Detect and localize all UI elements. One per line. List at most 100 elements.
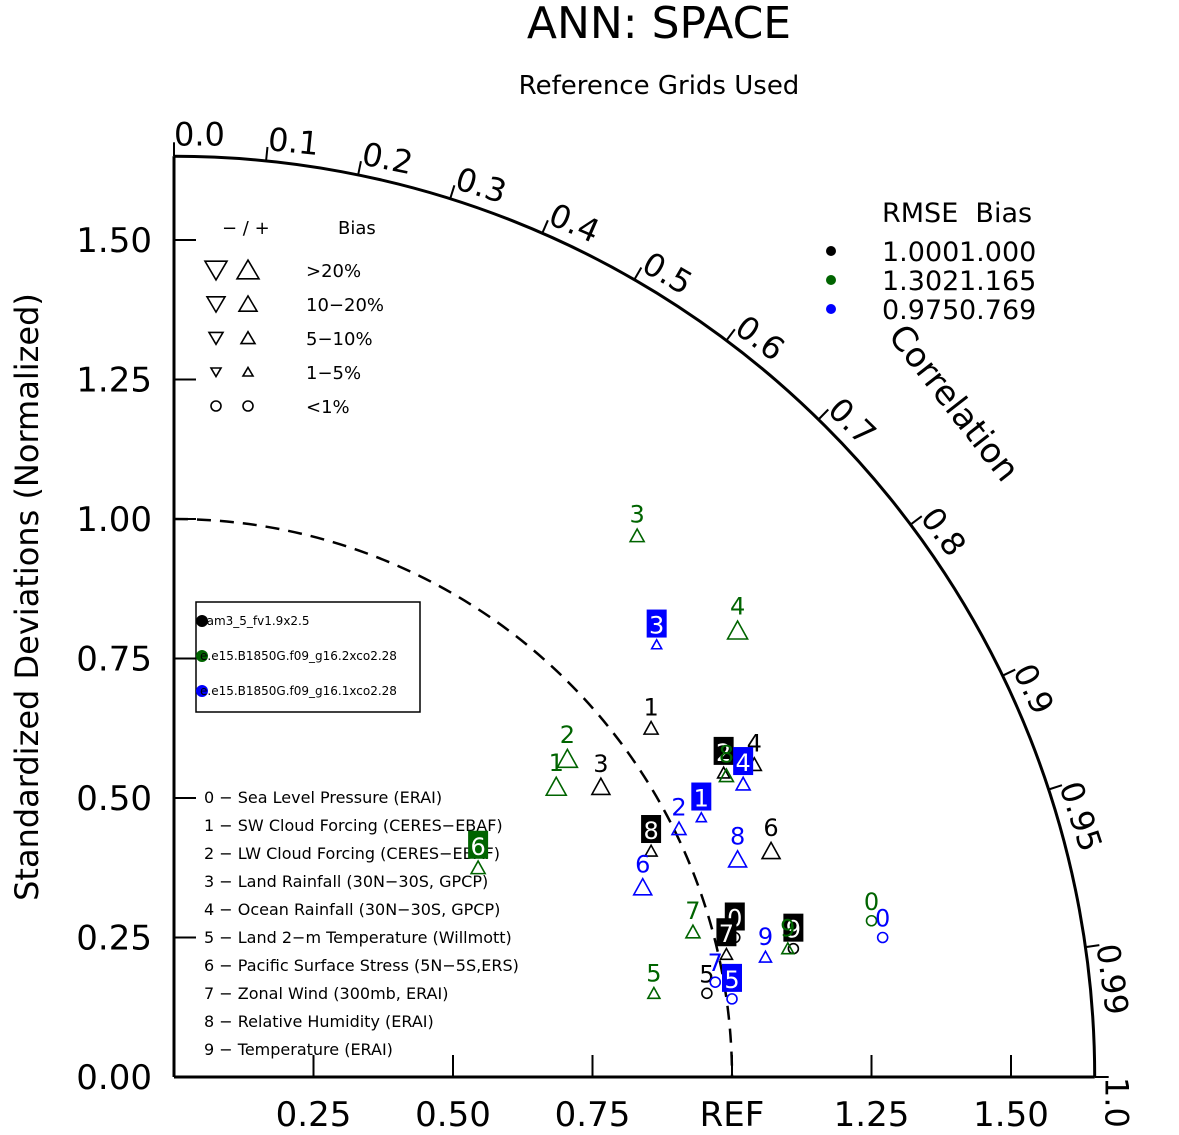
data-point-label: 7 [719,920,734,948]
y-tick-label: 1.00 [76,500,152,540]
data-point-label: 3 [629,501,644,529]
data-point-marker [734,775,752,791]
x-tick-label: 1.50 [973,1095,1049,1135]
bias-legend-up-triangle [235,258,261,280]
data-point-label: 9 [780,915,795,943]
corr-tick-mark [541,219,549,234]
corr-tick-mark [1002,668,1016,677]
data-point-label: 4 [736,749,751,777]
corr-tick-mark [633,267,643,281]
case-legend-dot [196,615,208,627]
data-point-label: 9 [758,923,773,951]
x-tick-label: 0.50 [415,1095,491,1135]
y-tick-label: 0.50 [76,779,152,819]
data-point-marker [780,941,796,955]
data-point-label: 0 [875,905,890,933]
data-point-label: 1 [643,693,658,721]
corr-tick-mark [449,185,456,200]
corr-tick-group: 0.6 [728,308,792,369]
reference-std-arc [173,517,734,1078]
bias-legend-down-triangle [207,331,225,346]
variable-legend-item: 4 − Ocean Rainfall (30N−30S, GPCP) [204,900,500,919]
data-point-marker [865,914,878,927]
data-point-marker [726,993,738,1005]
corr-tick-group: 0.4 [543,196,605,251]
data-point-marker [469,859,487,875]
data-point-label-box [713,736,734,765]
x-tick-label: 1.25 [834,1095,910,1135]
cases-legend: cam3_5_fv1.9x2.5 e.e15.B1850G.f09_g16.2xc… [195,601,421,713]
data-point-label-box [641,815,662,844]
rmse-legend-bias: 1.000 [959,237,1036,268]
data-point-label: 4 [730,593,745,621]
case-legend-label: cam3_5_fv1.9x2.5 [200,614,310,628]
bias-legend-label: >20% [306,261,361,282]
data-point-marker [670,820,688,836]
y-axis-title: Standardized Deviations (Normalized) [8,293,46,901]
correlation-title: Correlation [880,317,1027,489]
corr-tick-group: 1.0 [1098,1077,1136,1128]
bias-legend-label-header: Bias [338,218,376,239]
corr-tick-mark [1048,784,1063,791]
variable-legend-item: 2 − LW Cloud Forcing (CERES−EBAF) [204,844,500,863]
variables-legend: 0 − Sea Level Pressure (ERAI) 1 − SW Clou… [204,788,519,1059]
data-point-label: 6 [763,814,778,842]
rmse-legend-dot [826,246,836,256]
bias-legend-up-triangle [237,294,259,312]
data-point-label: 2 [560,721,575,749]
data-point-label: 2 [716,739,731,767]
outer-arc [173,154,1097,1078]
cases-legend-box [195,601,421,713]
variable-legend-item: 1 − SW Cloud Forcing (CERES−EBAF) [204,816,503,835]
rmse-legend-rmse: 1.000 [882,237,959,268]
y-tick-label: 0.00 [76,1058,152,1098]
corr-tick-label: 0.9 [1005,658,1061,720]
data-point-label: 8 [643,817,658,845]
corr-tick-group: 0.99 [1088,941,1136,1017]
data-point-marker [760,840,782,860]
data-point-label-box [733,747,754,776]
corr-tick-label: 0.99 [1088,941,1136,1017]
rmse-legend-bias: 1.165 [959,266,1036,297]
corr-tick-label: 0.2 [359,135,416,182]
data-point-marker [646,985,662,1000]
rmse-legend-dot [826,275,836,285]
data-point-label-box [716,918,737,947]
variable-legend-item: 0 − Sea Level Pressure (ERAI) [204,788,442,807]
bias-legend-circle [242,400,254,412]
corr-tick-group: 0.9 [1005,658,1061,720]
data-point-marker [544,775,568,797]
bias-legend-down-triangle [203,260,229,282]
corr-tick-group: 0.7 [821,390,884,453]
corr-tick-group: 0.5 [636,244,699,302]
corr-tick-mark [725,328,736,342]
data-point-label: 1 [549,749,564,777]
y-tick-label: 0.75 [76,640,152,680]
data-point-marker [643,843,659,857]
data-point-marker [876,931,889,944]
case-legend-label: e.e15.B1850G.f09_g16.1xco2.28 [200,684,397,698]
data-point-marker [642,719,660,735]
bias-legend-down-triangle [205,296,227,314]
corr-tick-group: 0.95 [1052,777,1110,857]
bias-legend-up-triangle [239,330,257,345]
data-point-label: 6 [470,833,485,861]
bias-legend-label: 5−10% [306,329,373,350]
data-point-label: 3 [593,750,608,778]
case-legend-dot [196,650,208,662]
x-tick-label: 0.25 [276,1095,352,1135]
bias-legend-circle [210,400,222,412]
variable-legend-item: 9 − Temperature (ERAI) [204,1040,393,1059]
data-point-label: 7 [685,897,700,925]
rmse-legend-bias: 0.769 [959,295,1036,326]
corr-tick-label: 0.6 [728,308,792,369]
data-point-marker [727,849,748,868]
data-point-label: 0 [864,888,879,916]
variable-legend-item: 3 − Land Rainfall (30N−30S, GPCP) [204,872,488,891]
corr-tick-mark [909,515,923,526]
case-legend-label: e.e15.B1850G.f09_g16.2xco2.28 [200,649,397,663]
data-point-label: 5 [646,959,661,987]
